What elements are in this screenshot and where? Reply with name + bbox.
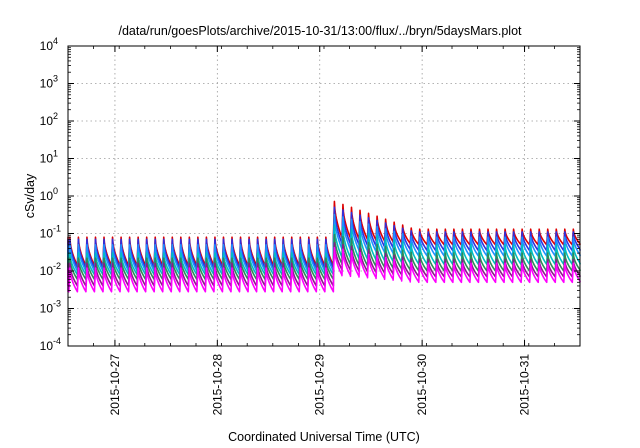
y-tick-label: 10 -1 (40, 224, 61, 241)
y-axis-label: cSv/day (23, 173, 37, 218)
axis-ticks (67, 45, 581, 347)
chart-title: /data/run/goesPlots/archive/2015-10-31/1… (118, 24, 522, 38)
series-line-7 (67, 246, 581, 293)
x-tick-label: 2015-10-30 (415, 354, 429, 416)
grid (68, 46, 580, 346)
y-tick-exponent: 0 (53, 186, 58, 196)
y-tick-base: 10 (40, 152, 54, 166)
series-line-5 (67, 233, 581, 281)
y-tick-label: 10 4 (40, 36, 58, 53)
series-line-6 (67, 242, 581, 287)
x-tick-label: 2015-10-29 (313, 354, 327, 416)
y-tick-label: 10 0 (40, 186, 58, 203)
series-group (67, 200, 581, 293)
y-tick-label: 10 3 (40, 74, 58, 91)
y-tick-base: 10 (40, 189, 54, 203)
x-tick-label: 2015-10-27 (108, 354, 122, 416)
y-tick-base: 10 (40, 264, 54, 278)
x-axis-label: Coordinated Universal Time (UTC) (228, 430, 420, 444)
x-tick-label: 2015-10-28 (210, 354, 224, 416)
y-tick-label: 10 2 (40, 111, 58, 128)
y-tick-exponent: -3 (53, 299, 61, 309)
y-tick-label: 10 -2 (40, 261, 61, 278)
y-tick-base: 10 (40, 227, 54, 241)
series-line-3 (67, 213, 581, 272)
y-tick-base: 10 (40, 39, 54, 53)
y-tick-base: 10 (40, 77, 54, 91)
y-tick-exponent: 3 (53, 74, 58, 84)
y-tick-exponent: 1 (53, 149, 58, 159)
y-tick-label: 10 1 (40, 149, 58, 166)
x-tick-label: 2015-10-31 (518, 354, 532, 416)
y-tick-label: 10 -4 (40, 336, 61, 353)
x-tick-labels: 2015-10-27 2015-10-28 2015-10-29 2015-10-30… (108, 354, 532, 416)
y-tick-exponent: -2 (53, 261, 61, 271)
y-tick-label: 10 -3 (40, 299, 61, 316)
series-line-2 (67, 206, 581, 269)
y-tick-base: 10 (40, 339, 54, 353)
y-tick-exponent: 4 (53, 36, 58, 46)
y-tick-exponent: 2 (53, 111, 58, 121)
y-tick-exponent: -1 (53, 224, 61, 234)
y-tick-base: 10 (40, 302, 54, 316)
y-tick-exponent: -4 (53, 336, 61, 346)
y-tick-base: 10 (40, 114, 54, 128)
series-line-4 (67, 224, 581, 276)
